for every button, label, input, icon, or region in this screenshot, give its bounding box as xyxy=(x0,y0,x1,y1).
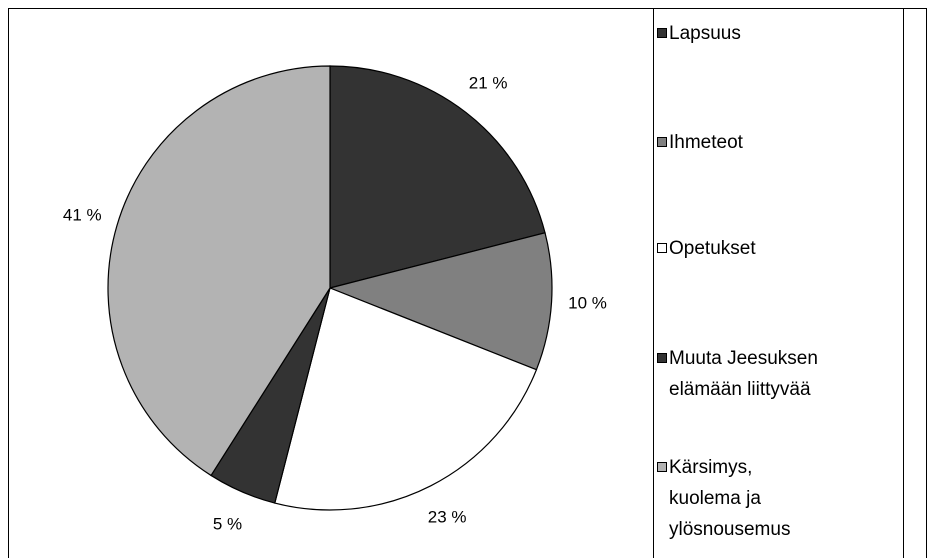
legend-entry: Lapsuus xyxy=(657,18,741,49)
legend-swatch xyxy=(657,462,667,472)
legend-label: Opetukset xyxy=(669,238,756,259)
legend-swatch xyxy=(657,243,667,253)
legend-label: Lapsuus xyxy=(669,23,741,44)
legend-label: Muuta Jeesuksen elämään liittyvää xyxy=(669,348,818,400)
data-label: 10 % xyxy=(568,294,607,313)
legend-swatch xyxy=(657,28,667,38)
pie-slice xyxy=(274,287,538,511)
legend-entry: Kärsimys, kuolema ja ylösnousemus xyxy=(657,452,790,545)
pie-slice xyxy=(107,65,331,477)
legend-label: Kärsimys, kuolema ja ylösnousemus xyxy=(669,457,791,540)
legend-entry: Opetukset xyxy=(657,233,756,264)
pie-slice xyxy=(328,232,553,371)
data-label: 21 % xyxy=(469,74,508,93)
legend-swatch xyxy=(657,137,667,147)
legend-entry: Muuta Jeesuksen elämään liittyvää xyxy=(657,343,818,405)
legend-swatch xyxy=(657,353,667,363)
legend-label: Ihmeteot xyxy=(669,132,743,153)
data-label: 5 % xyxy=(213,514,242,533)
data-label: 23 % xyxy=(428,507,467,526)
data-label: 41 % xyxy=(63,206,102,225)
legend-entry: Ihmeteot xyxy=(657,127,743,158)
frame xyxy=(8,8,927,558)
pie-slice xyxy=(329,65,546,289)
